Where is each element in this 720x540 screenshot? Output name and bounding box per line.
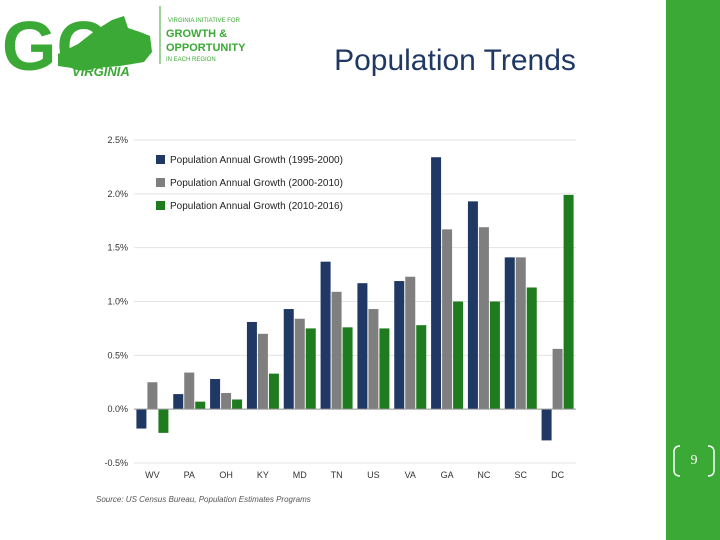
logo-tagline-3: OPPORTUNITY (166, 42, 246, 54)
legend-swatch (156, 178, 165, 187)
chart-source-note: Source: US Census Bureau, Population Est… (96, 495, 311, 504)
x-tick-label: DC (551, 470, 564, 480)
logo-tagline-2: GROWTH & (166, 28, 227, 40)
bar-sc-series-3 (526, 287, 537, 410)
x-tick-label: GA (441, 470, 454, 480)
bar-pa-series-3 (195, 401, 206, 410)
bar-us-series-2 (368, 309, 379, 410)
logo-tagline-1: VIRGINIA INITIATIVE FOR (168, 18, 241, 24)
bar-tn-series-3 (342, 327, 353, 410)
bar-ky-series-1 (246, 321, 257, 410)
x-tick-label: VA (405, 470, 416, 480)
bar-va-series-1 (394, 281, 405, 410)
bar-ga-series-1 (431, 157, 442, 410)
slide-title: Population Trends (334, 44, 576, 77)
bar-md-series-2 (294, 318, 305, 410)
virginia-map-icon (58, 16, 152, 68)
bar-pa-series-1 (173, 394, 184, 410)
legend-swatch (156, 201, 165, 210)
bar-md-series-1 (283, 309, 294, 410)
legend-entry: Population Annual Growth (2000-2010) (170, 178, 343, 189)
population-chart: -0.5% 0.0% 0.5% 1.0% 1.5% 2.0% 2.5% WV PA OH KY MD T… (90, 130, 580, 510)
bar-nc-series-3 (489, 301, 500, 410)
y-tick-label: 2.0% (107, 189, 128, 199)
bar-va-series-3 (416, 325, 427, 410)
legend-entry: Population Annual Growth (2010-2016) (170, 201, 343, 212)
y-tick-label: 0.5% (107, 350, 128, 360)
bar-ga-series-3 (453, 301, 464, 410)
brand-side-bar (666, 0, 720, 540)
y-tick-label: 2.5% (107, 135, 128, 145)
y-tick-label: 1.0% (107, 297, 128, 307)
x-tick-label: US (367, 470, 380, 480)
go-virginia-logo: GO VIRGINIA VIRGINIA INITIATIVE FOR GROW… (2, 6, 246, 85)
bar-wv-series-2 (147, 382, 158, 410)
legend: Population Annual Growth (1995-2000) Popu… (156, 155, 343, 212)
bar-dc-series-2 (552, 348, 563, 410)
y-tick-label: -0.5% (104, 458, 128, 468)
bar-md-series-3 (305, 328, 316, 410)
bar-tn-series-1 (320, 261, 331, 410)
logo-virginia-text: VIRGINIA (72, 64, 130, 79)
bar-tn-series-2 (331, 291, 342, 410)
bar-wv-series-1 (136, 409, 147, 429)
x-tick-label: OH (219, 470, 233, 480)
bar-ga-series-2 (442, 229, 453, 410)
bar-us-series-3 (379, 328, 390, 410)
bar-oh-series-1 (210, 379, 221, 410)
bar-wv-series-3 (158, 409, 169, 433)
x-tick-label: SC (514, 470, 527, 480)
page-number: 9 (690, 453, 698, 468)
axis-layer: -0.5% 0.0% 0.5% 1.0% 1.5% 2.0% 2.5% WV PA OH KY MD T… (104, 135, 576, 480)
x-tick-label: KY (257, 470, 269, 480)
bar-ky-series-3 (268, 373, 279, 410)
x-tick-label: WV (145, 470, 160, 480)
logo-tagline-4: IN EACH REGION (166, 57, 216, 63)
bar-sc-series-1 (504, 257, 515, 410)
bar-sc-series-2 (515, 257, 526, 410)
x-tick-label: TN (331, 470, 343, 480)
bar-nc-series-2 (478, 227, 489, 410)
x-tick-label: MD (293, 470, 307, 480)
x-tick-label: NC (477, 470, 490, 480)
legend-swatch (156, 155, 165, 164)
y-tick-label: 0.0% (107, 404, 128, 414)
bar-va-series-2 (405, 276, 416, 410)
page-number-badge: 9 (672, 444, 716, 478)
bar-oh-series-3 (232, 399, 243, 410)
bar-oh-series-2 (221, 393, 232, 410)
bracket-icon (673, 445, 715, 477)
logo-go-text: GO (2, 7, 111, 85)
bar-ky-series-2 (257, 333, 268, 410)
bar-dc-series-1 (541, 409, 552, 441)
bar-pa-series-2 (184, 372, 195, 410)
x-tick-label: PA (184, 470, 195, 480)
legend-entry: Population Annual Growth (1995-2000) (170, 155, 343, 166)
bar-dc-series-3 (563, 194, 574, 410)
bar-nc-series-1 (467, 201, 478, 410)
bars-layer (136, 157, 574, 441)
bar-us-series-1 (357, 283, 368, 410)
y-tick-label: 1.5% (107, 243, 128, 253)
